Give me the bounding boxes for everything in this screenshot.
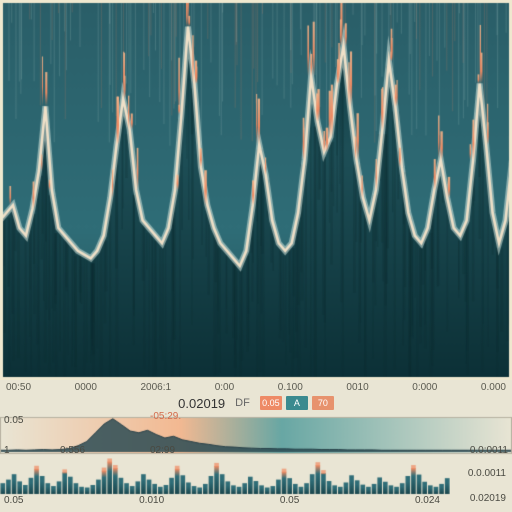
x-tick: 0.100	[278, 382, 303, 393]
detail-strip-chart: 0.05 1 -05:29. 0.0:0011 0:556 02:99	[0, 413, 512, 458]
x-tick: 0.024	[415, 495, 440, 506]
summary-row: 0.02019 DF 0.05 A 70	[0, 393, 512, 413]
legend-swatch: 0.05	[260, 396, 282, 410]
summary-sublabel: DF	[235, 397, 250, 409]
legend-swatch: A	[286, 396, 308, 410]
strip2-right-bot: 0.02019	[470, 493, 506, 504]
x-tick: 0.000	[481, 382, 506, 393]
legend: 0.05 A 70	[260, 396, 334, 410]
x-tick: 2006:1	[141, 382, 172, 393]
x-tick: 0:000	[412, 382, 437, 393]
x-tick: 0010	[346, 382, 368, 393]
x-tick: 0.05	[4, 495, 23, 506]
x-tick: 0.010	[139, 495, 164, 506]
overview-strip-chart: 0.05 0.010 0.05 0.024	[0, 458, 444, 506]
strip2-x-axis: 0.05 0.010 0.05 0.024	[0, 495, 444, 506]
summary-value: 0.02019	[178, 396, 225, 411]
strip2-right-top: 0.0.0011	[468, 468, 506, 479]
strip2-right-labels: 0.0.0011 0.02019	[444, 468, 512, 506]
x-tick: 0.05	[280, 495, 299, 506]
x-tick: 00:50	[6, 382, 31, 393]
main-spectrum-chart	[0, 0, 512, 380]
legend-swatch: 70	[312, 396, 334, 410]
x-tick: 0:00	[215, 382, 234, 393]
x-tick: 0000	[75, 382, 97, 393]
main-chart-x-axis: 00:50 0000 2006:1 0:00 0.100 0010 0:000 0.000	[0, 380, 512, 393]
